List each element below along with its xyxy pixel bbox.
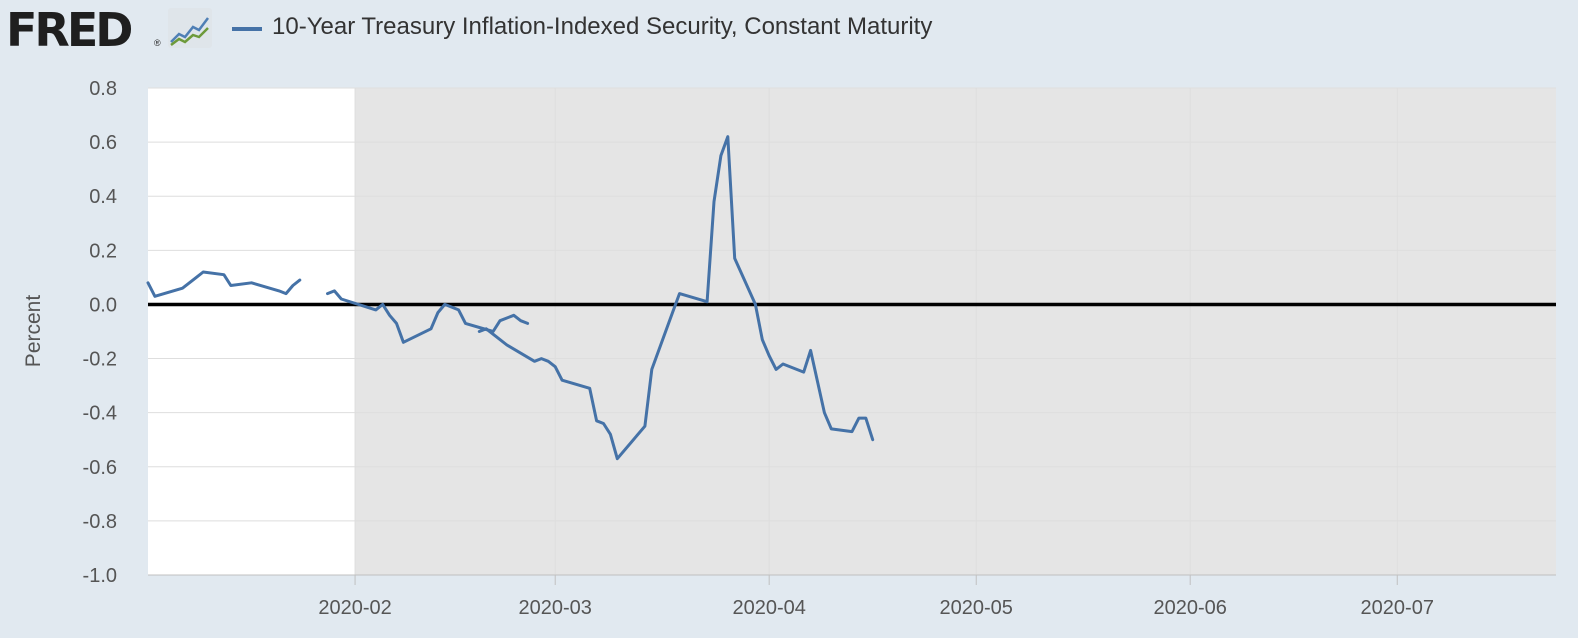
- chart-header: FRED ® 10-Year Treasury Inflation-Indexe…: [0, 0, 1578, 60]
- x-tick-label: 2020-07: [1361, 597, 1434, 619]
- fred-logo[interactable]: FRED: [6, 3, 133, 57]
- y-tick-label: 0.4: [89, 186, 117, 208]
- x-tick-label: 2020-05: [940, 597, 1013, 619]
- y-tick-label: 0.2: [89, 240, 117, 262]
- x-tick-label: 2020-02: [318, 597, 391, 619]
- x-tick-label: 2020-06: [1153, 597, 1226, 619]
- y-tick-label: -0.8: [83, 511, 117, 533]
- y-tick-label: 0.6: [89, 132, 117, 154]
- registered-mark: ®: [154, 38, 161, 48]
- series-line-segment: [146, 270, 302, 298]
- x-tick-label: 2020-04: [732, 597, 805, 619]
- x-tick-label: 2020-03: [519, 597, 592, 619]
- y-tick-label: -0.4: [83, 403, 117, 425]
- y-tick-label: 0.0: [89, 294, 117, 316]
- y-tick-label: -1.0: [83, 565, 117, 587]
- series-line-segment: [477, 135, 875, 461]
- series-line-segment: [326, 289, 530, 344]
- recession-shading: [355, 88, 1556, 575]
- y-tick-label: 0.8: [89, 78, 117, 100]
- y-tick-label: -0.6: [83, 457, 117, 479]
- series-title: 10-Year Treasury Inflation-Indexed Secur…: [272, 13, 933, 40]
- legend-swatch: [232, 27, 262, 31]
- y-tick-label: -0.2: [83, 349, 117, 371]
- graph-icon: [168, 8, 212, 48]
